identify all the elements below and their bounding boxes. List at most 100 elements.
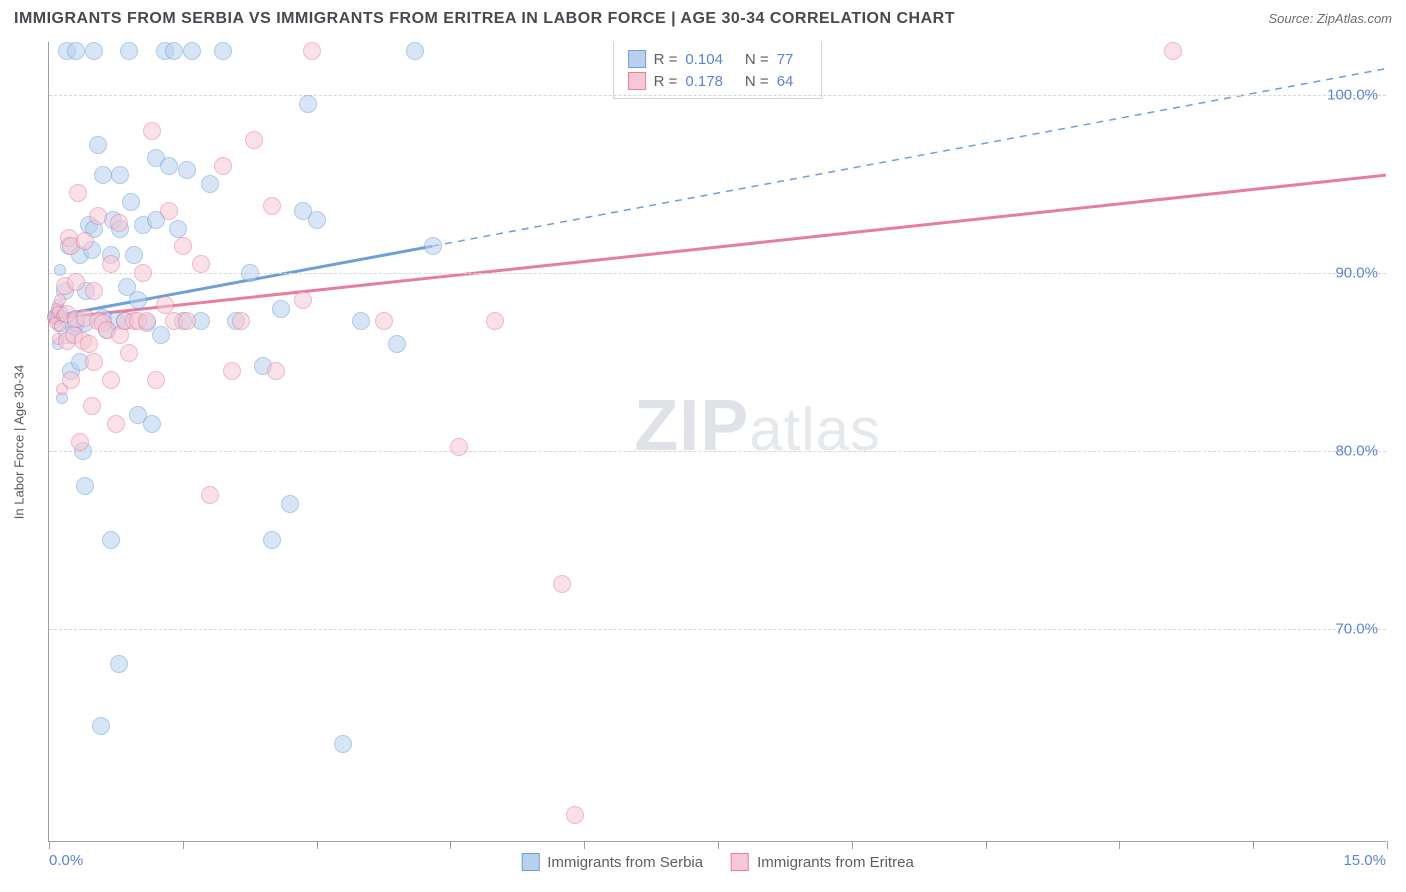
data-point	[71, 433, 89, 451]
x-tick	[1253, 841, 1254, 849]
data-point	[299, 95, 317, 113]
legend-n-label: N =	[745, 73, 769, 90]
x-tick	[317, 841, 318, 849]
y-tick-label: 70.0%	[1335, 620, 1378, 637]
legend-swatch	[731, 853, 749, 871]
data-point	[147, 371, 165, 389]
data-point	[76, 232, 94, 250]
x-tick-label: 0.0%	[49, 852, 83, 869]
data-point	[183, 42, 201, 60]
data-point	[160, 157, 178, 175]
gridline	[49, 451, 1386, 452]
series-name: Immigrants from Eritrea	[757, 854, 914, 871]
legend-n-value: 77	[777, 51, 794, 68]
data-point	[165, 42, 183, 60]
data-point	[143, 415, 161, 433]
data-point	[89, 136, 107, 154]
legend-swatch	[521, 853, 539, 871]
data-point	[486, 312, 504, 330]
data-point	[352, 312, 370, 330]
data-point	[143, 122, 161, 140]
data-point	[85, 282, 103, 300]
y-axis-label: In Labor Force | Age 30-34	[12, 364, 27, 518]
x-tick	[986, 841, 987, 849]
data-point	[241, 264, 259, 282]
series-legend-item: Immigrants from Eritrea	[731, 853, 914, 871]
legend-r-value: 0.104	[685, 51, 723, 68]
data-point	[232, 312, 250, 330]
y-tick-label: 100.0%	[1327, 87, 1378, 104]
data-point	[89, 207, 107, 225]
data-point	[110, 655, 128, 673]
data-point	[214, 157, 232, 175]
data-point	[160, 202, 178, 220]
data-point	[192, 255, 210, 273]
data-point	[102, 371, 120, 389]
data-point	[178, 161, 196, 179]
data-point	[267, 362, 285, 380]
data-point	[80, 335, 98, 353]
data-point	[122, 193, 140, 211]
chart-header: IMMIGRANTS FROM SERBIA VS IMMIGRANTS FRO…	[14, 10, 1392, 28]
legend-row: R =0.178N =64	[628, 70, 808, 92]
data-point	[62, 371, 80, 389]
data-point	[424, 237, 442, 255]
data-point	[85, 42, 103, 60]
x-tick	[852, 841, 853, 849]
gridline	[49, 95, 1386, 96]
data-point	[134, 264, 152, 282]
data-point	[450, 438, 468, 456]
series-legend-item: Immigrants from Serbia	[521, 853, 703, 871]
data-point	[553, 575, 571, 593]
x-tick	[584, 841, 585, 849]
data-point	[85, 353, 103, 371]
legend-r-label: R =	[654, 51, 678, 68]
legend-n-value: 64	[777, 73, 794, 90]
data-point	[92, 717, 110, 735]
data-point	[406, 42, 424, 60]
data-point	[107, 415, 125, 433]
x-tick	[450, 841, 451, 849]
data-point	[388, 335, 406, 353]
data-point	[129, 291, 147, 309]
data-point	[102, 531, 120, 549]
data-point	[120, 344, 138, 362]
x-tick	[183, 841, 184, 849]
gridline	[49, 629, 1386, 630]
legend-row: R = 0.104 N = 77	[628, 48, 808, 70]
data-point	[245, 131, 263, 149]
data-point	[566, 806, 584, 824]
data-point	[375, 312, 393, 330]
data-point	[125, 246, 143, 264]
scatter-plot: In Labor Force | Age 30-34 ZIPatlas R =0…	[48, 42, 1386, 842]
y-tick-label: 90.0%	[1335, 265, 1378, 282]
x-tick	[1387, 841, 1388, 849]
data-point	[214, 42, 232, 60]
data-point	[110, 214, 128, 232]
data-point	[152, 326, 170, 344]
data-point	[272, 300, 290, 318]
watermark: ZIPatlas	[634, 385, 881, 467]
data-point	[83, 397, 101, 415]
page-title: IMMIGRANTS FROM SERBIA VS IMMIGRANTS FRO…	[14, 10, 955, 28]
source-attribution: Source: ZipAtlas.com	[1268, 11, 1392, 26]
data-point	[308, 211, 326, 229]
data-point	[263, 531, 281, 549]
data-point	[303, 42, 321, 60]
data-point	[67, 273, 85, 291]
data-point	[169, 220, 187, 238]
data-point	[294, 291, 312, 309]
data-point	[76, 477, 94, 495]
y-tick-label: 80.0%	[1335, 442, 1378, 459]
data-point	[67, 42, 85, 60]
x-tick	[718, 841, 719, 849]
data-point	[201, 486, 219, 504]
legend-n-label: N =	[745, 51, 769, 68]
data-point	[54, 294, 66, 306]
x-tick	[1119, 841, 1120, 849]
legend-swatch	[628, 72, 646, 90]
data-point	[334, 735, 352, 753]
legend-r-label: R =	[654, 73, 678, 90]
data-point	[1164, 42, 1182, 60]
data-point	[120, 42, 138, 60]
